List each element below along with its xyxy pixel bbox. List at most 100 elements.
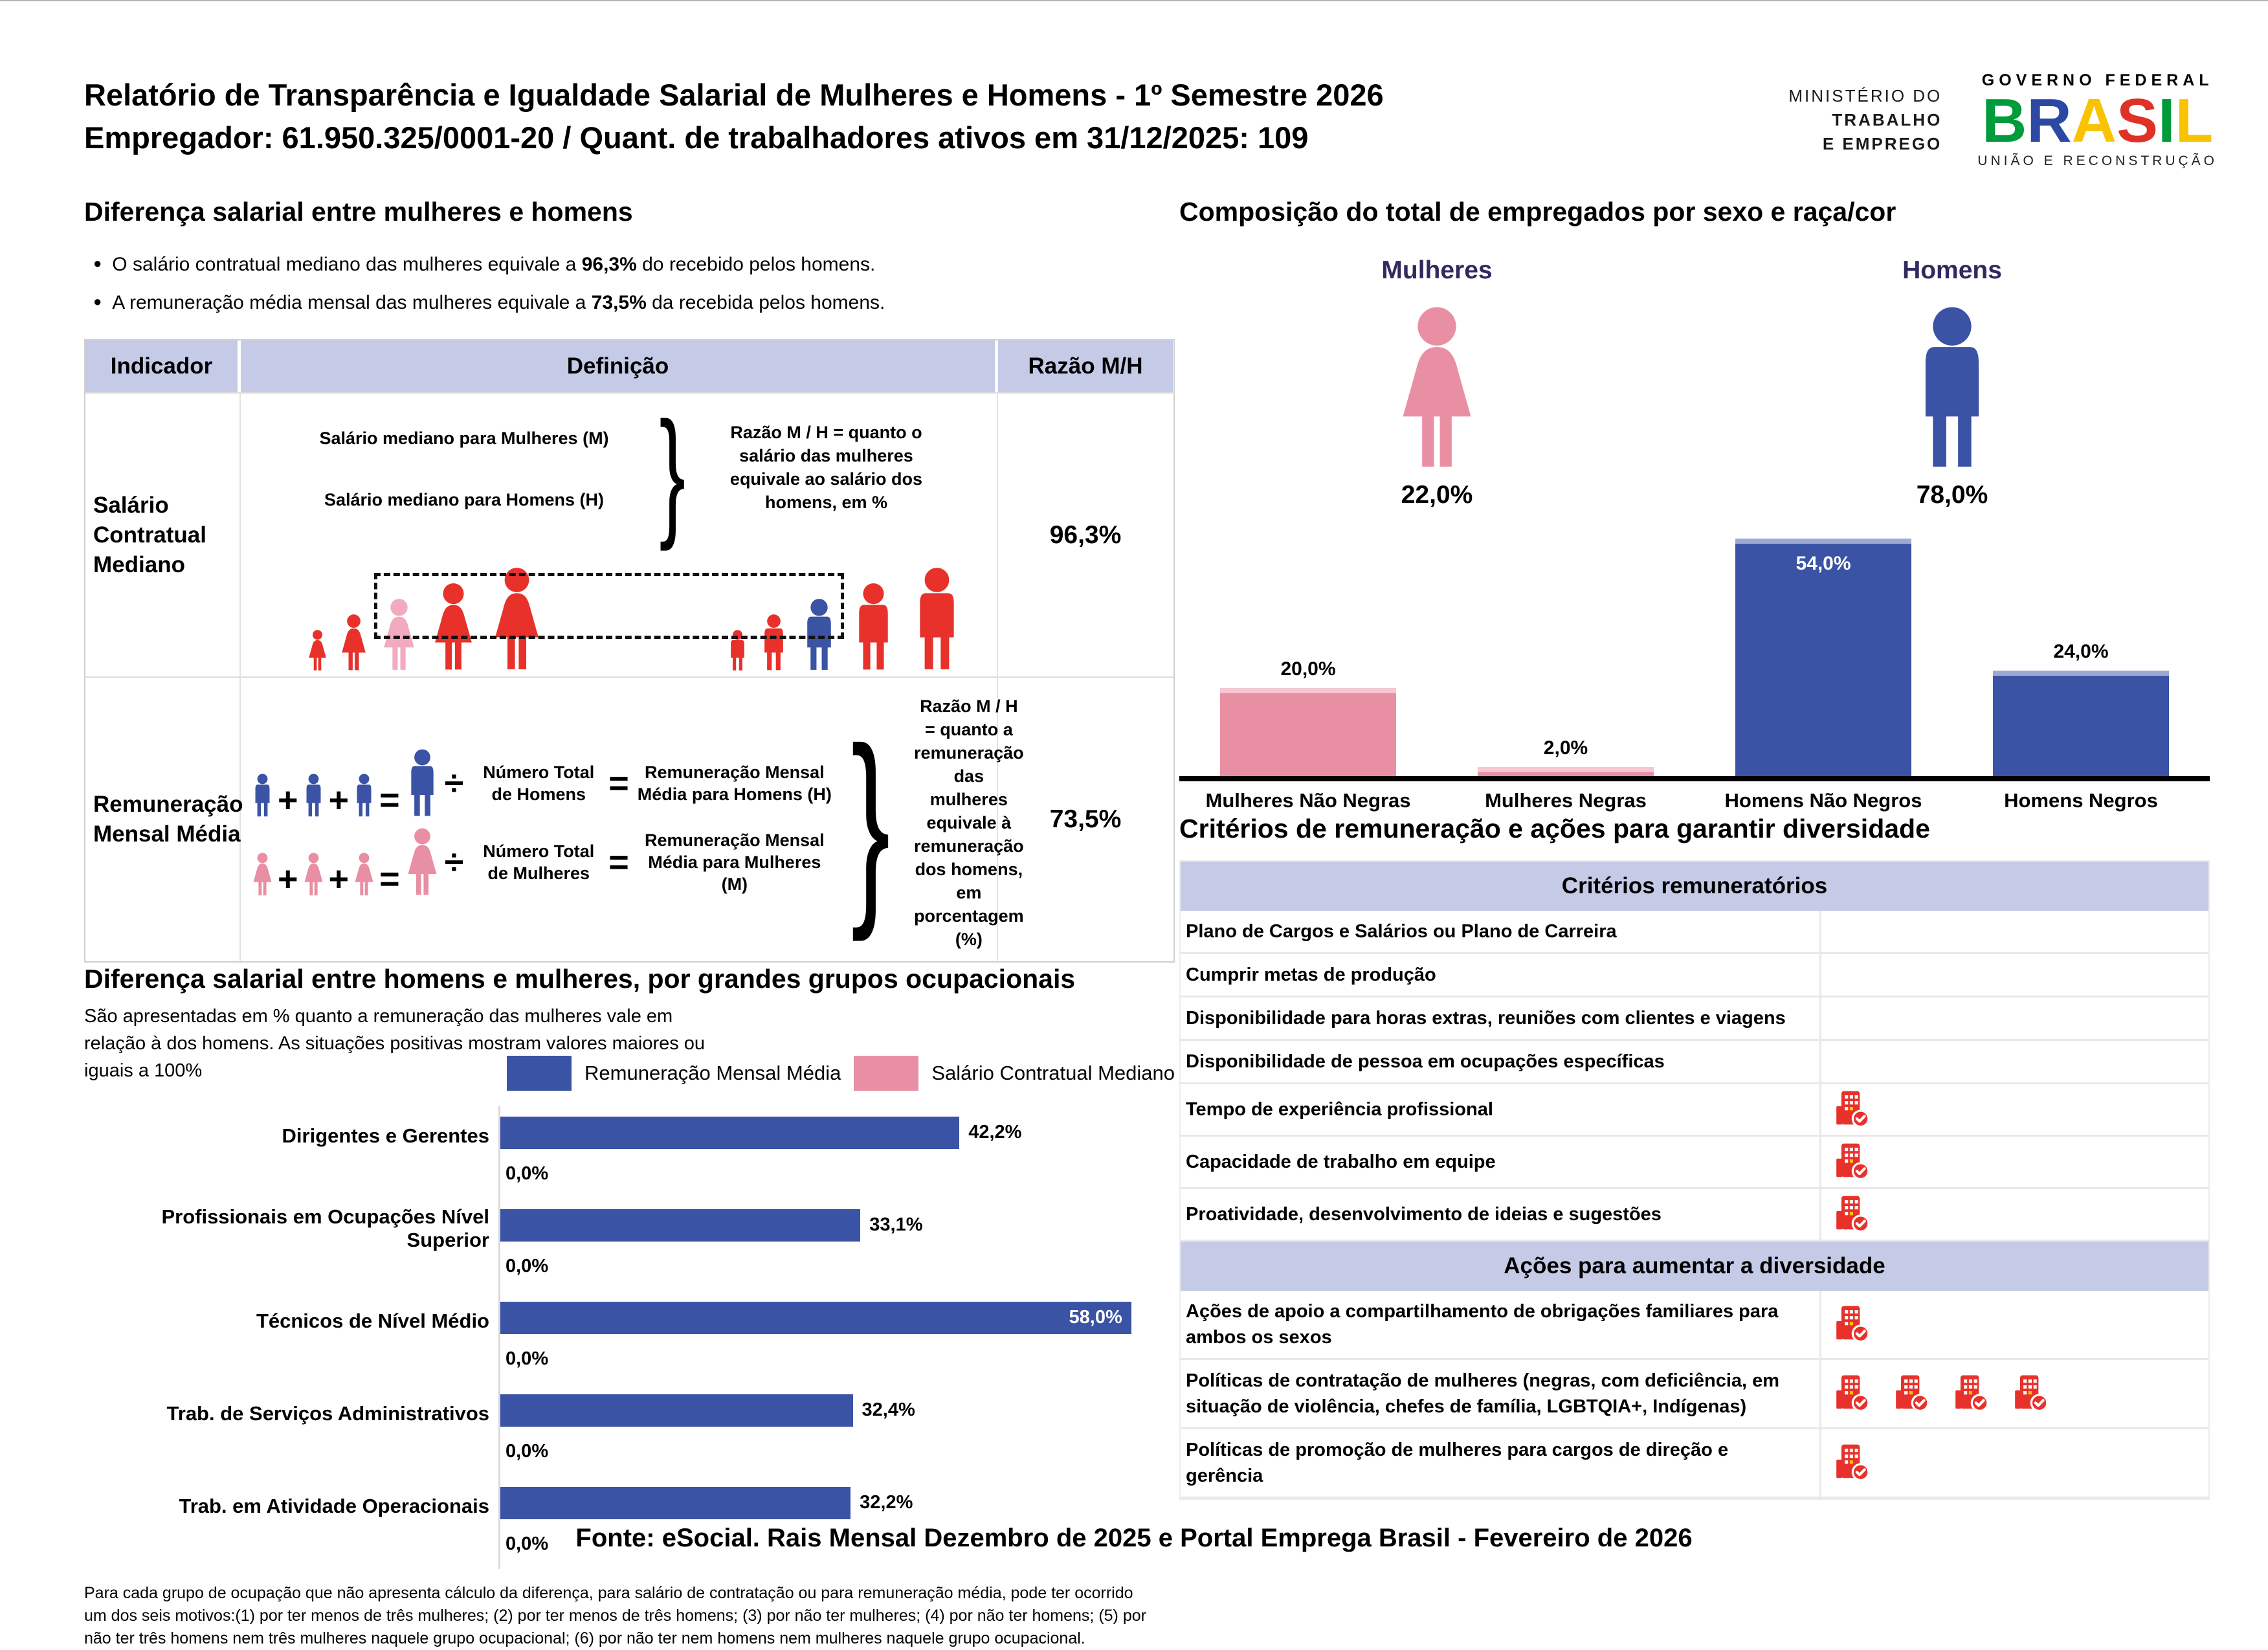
woman-figure-icon (384, 599, 414, 670)
criteria-label: Disponibilidade de pessoa em ocupações e… (1181, 1041, 1821, 1082)
occupation-label: Técnicos de Nível Médio (256, 1309, 489, 1332)
occupation-plot-area: 58,0% 0,0% (498, 1291, 1175, 1384)
brasil-logo: BRASIL (1977, 90, 2218, 152)
criteria-label: Políticas de promoção de mulheres para c… (1181, 1429, 1821, 1497)
brace-icon: } (850, 703, 891, 942)
remuneracao-bar (500, 1209, 861, 1242)
bar-highlight (1478, 767, 1654, 772)
median-women-label: Salário mediano para Mulheres (M) (319, 429, 609, 448)
legend-label-remuneracao: Remuneração Mensal Média (584, 1062, 841, 1084)
col-header-razao: Razão M/H (998, 340, 1173, 392)
bar-highlight (1735, 539, 1911, 544)
company-check-icon (1836, 1143, 1870, 1181)
right-column: Composição do total de empregados por se… (1179, 195, 2210, 1500)
criteria-row: Plano de Cargos e Salários ou Plano de C… (1181, 911, 2208, 954)
women-total-block: Mulheres 22,0% (1179, 256, 1695, 509)
women-label: Mulheres (1381, 256, 1493, 284)
remuneracao-bar (500, 1117, 960, 1149)
ministry-wordmark: MINISTÉRIO DO TRABALHO E EMPREGO (1788, 84, 1942, 156)
occupation-label: Profissionais em Ocupações Nível Superio… (161, 1205, 489, 1251)
women-sum-icons: + + = (250, 828, 442, 897)
occupational-footnote: Para cada grupo de ocupação que não apre… (84, 1584, 1146, 1647)
median-men-label: Salário mediano para Homens (H) (324, 490, 605, 509)
company-check-icon (1836, 1306, 1870, 1343)
female-large-icon (408, 828, 437, 895)
criteria-row: Políticas de promoção de mulheres para c… (1181, 1429, 2208, 1499)
definition-mean-remuneration: + + = ÷ Número Total de Homens = Remuneraç… (241, 676, 1024, 961)
occupational-chart-subtitle-row: São apresentadas em % quanto a remuneraç… (84, 1003, 1175, 1091)
plus-sign: + (328, 860, 350, 898)
plus-sign: + (278, 781, 298, 819)
criteria-check-icons (1821, 1360, 2208, 1427)
male-small-icon (357, 774, 372, 817)
woman-pictogram-icon (1403, 307, 1471, 467)
bullet-median-salary: ● O salário contratual mediano das mulher… (93, 254, 876, 275)
median-ratio-note: Razão M / H = quanto o salário das mulhe… (729, 423, 923, 512)
criteria-row: Capacidade de trabalho em equipe (1181, 1137, 2208, 1189)
criteria-check-icons (1821, 1137, 2208, 1187)
female-small-icon (355, 853, 373, 896)
mean-ratio-note: Razão M / H = quanto a remuneração das m… (914, 697, 1024, 949)
plus-sign: + (328, 781, 350, 819)
male-small-icon (306, 774, 321, 817)
composition-category-labels: Mulheres Não Negras Mulheres Negras Homens… (1179, 789, 2210, 812)
criteria-label: Disponibilidade para horas extras, reuni… (1181, 998, 1821, 1039)
male-large-icon (410, 749, 434, 816)
man-pictogram-icon (1925, 307, 1979, 467)
bar-value-label: 24,0% (2053, 641, 2109, 662)
occupation-plot-area: 32,2% 0,0% (498, 1477, 1175, 1569)
brace-icon: } (659, 392, 685, 552)
equals-sign: = (608, 843, 629, 882)
company-check-icon (1836, 1091, 1870, 1128)
occupation-plot-area: 32,4% 0,0% (498, 1384, 1175, 1477)
occupation-label: Dirigentes e Gerentes (282, 1124, 489, 1147)
women-equation: + + = ÷ Número Total de Mulheres = Remuner… (250, 828, 835, 897)
criteria-label: Capacidade de trabalho em equipe (1181, 1137, 1821, 1187)
remuneracao-value-label: 33,1% (869, 1214, 923, 1235)
government-logos: MINISTÉRIO DO TRABALHO E EMPREGO GOVERNO… (1788, 71, 2218, 169)
female-small-icon (304, 853, 323, 896)
brasil-logo-letter: L (2175, 86, 2214, 155)
composition-bar-column: 20,0% (1179, 658, 1437, 776)
criteria-check-icons (1821, 1041, 2208, 1082)
brasil-logo-letter: A (2071, 86, 2117, 155)
woman-icon (1390, 307, 1484, 473)
men-result-label: Remuneração Mensal Média para Homens (H) (637, 763, 832, 804)
category-label: Homens Negros (2004, 789, 2158, 812)
salario-mediano-value-label: 0,0% (506, 1348, 549, 1369)
criteria-label: Proatividade, desenvolvimento de ideias … (1181, 1189, 1821, 1240)
brasil-logo-letter: B (1981, 86, 2027, 155)
woman-figure-icon (309, 630, 326, 671)
men-label: Homens (1902, 256, 2002, 284)
women-total-label: Número Total de Mulheres (483, 842, 595, 883)
man-figure-icon (807, 599, 831, 670)
indicator-label-median-salary: Salário Contratual Mediano (85, 392, 241, 676)
men-percentage: 78,0% (1916, 481, 1988, 509)
company-check-icon (1836, 1375, 1870, 1412)
occupational-group-row: Trab. em Atividade Operacionais 32,2% 0,0% (84, 1477, 1175, 1569)
remuneracao-value-label: 42,2% (968, 1122, 1022, 1143)
uniao-reconstrucao-label: UNIÃO E RECONSTRUÇÃO (1977, 153, 2218, 168)
remuneracao-bar (500, 1487, 851, 1519)
brasil-logo-letter: I (2158, 86, 2175, 155)
criteria-row: Políticas de contratação de mulheres (ne… (1181, 1360, 2208, 1429)
company-check-icon (2015, 1375, 2049, 1412)
ministry-line3: E EMPREGO (1822, 134, 1942, 153)
category-label: Mulheres Negras (1485, 789, 1647, 812)
men-total-label: Número Total de Homens (483, 763, 595, 804)
divide-sign: ÷ (444, 843, 464, 882)
bullet-mean-remuneration: ● A remuneração média mensal das mulheres… (93, 292, 885, 313)
company-check-icon (1896, 1375, 1929, 1412)
female-small-icon (253, 853, 272, 896)
men-equation: + + = ÷ Número Total de Homens = Remuneraç… (250, 749, 835, 818)
sex-totals: Mulheres 22,0% Homens 78,0% (1179, 256, 2210, 509)
remuneracao-value-label: 58,0% (1069, 1307, 1122, 1328)
median-dashed-box (374, 573, 844, 639)
composition-bar-column: 2,0% (1437, 737, 1695, 776)
category-label: Homens Não Negros (1724, 789, 1922, 812)
remuneracao-value-label: 32,2% (860, 1492, 913, 1513)
occupation-label: Trab. em Atividade Operacionais (179, 1494, 489, 1517)
criteria-label: Políticas de contratação de mulheres (ne… (1181, 1360, 1821, 1427)
occupational-group-row: Profissionais em Ocupações Nível Superio… (84, 1199, 1175, 1291)
